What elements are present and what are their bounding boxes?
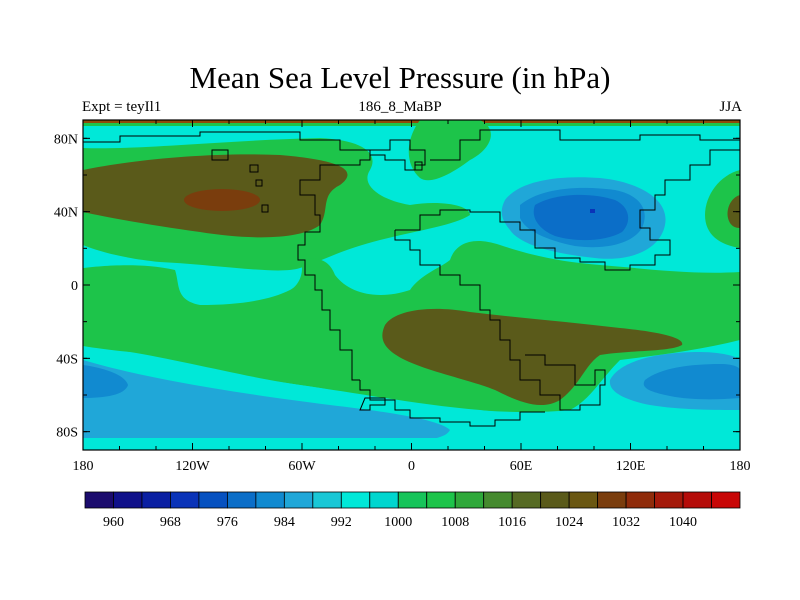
- colorbar-swatch: [654, 491, 684, 509]
- lat-label: 40N: [54, 206, 78, 221]
- colorbar-label: 1008: [441, 515, 469, 530]
- east-edge-green: [705, 170, 740, 248]
- north-high-core: [184, 189, 260, 211]
- colorbar-swatch: [84, 491, 114, 509]
- colorbar-label: 976: [217, 515, 238, 530]
- colorbar-swatch: [483, 491, 513, 509]
- lon-label: 0: [408, 459, 415, 474]
- map-title: Mean Sea Level Pressure (in hPa): [189, 60, 611, 95]
- colorbar-swatch: [369, 491, 399, 509]
- season-label: JJA: [719, 99, 742, 115]
- lon-label: 120E: [616, 459, 646, 474]
- colorbar-swatch: [711, 491, 741, 509]
- south-low-west-inner: [83, 365, 128, 398]
- eastern-low-inner: [533, 194, 629, 241]
- colorbar-swatch: [198, 491, 228, 509]
- coast-north-america: [83, 131, 371, 381]
- lon-label: 60W: [288, 459, 316, 474]
- colorbar-label: 968: [160, 515, 181, 530]
- colorbar-swatch: [283, 491, 314, 509]
- coastlines: [83, 129, 740, 427]
- colorbar-swatch: [226, 491, 257, 509]
- colorbar-swatch: [113, 491, 143, 509]
- colorbar-label: 960: [103, 515, 124, 530]
- axes: 80N 40N 0 40S 80S 180 120W 60W 0 60E 120E 180: [54, 120, 751, 474]
- colorbar-swatch: [141, 491, 171, 509]
- coast-southern-landmass: [359, 380, 545, 427]
- coast-eurasia: [430, 129, 740, 161]
- colorbar-label: 1024: [555, 515, 583, 530]
- lon-label: 180: [73, 459, 94, 474]
- south-high-olive: [382, 308, 683, 406]
- colorbar-label: 1000: [384, 515, 412, 530]
- lon-label: 60E: [510, 459, 533, 474]
- lat-label: 80S: [56, 426, 78, 441]
- colorbar-swatch: [426, 491, 456, 509]
- colorbar-label: 1040: [669, 515, 697, 530]
- coast-south-continent: [394, 230, 606, 411]
- colorbar-label: 1032: [612, 515, 640, 530]
- coast-south-island: [359, 397, 386, 411]
- lat-label: 0: [71, 279, 78, 294]
- south-low-west-mid: [83, 360, 450, 441]
- colorbar-swatch: [625, 491, 655, 509]
- colorbar-swatch: [312, 491, 342, 509]
- colorbar-swatch: [340, 491, 371, 509]
- colorbar-label: 992: [331, 515, 352, 530]
- north-east-green: [408, 120, 491, 181]
- colorbar-swatch: [170, 491, 200, 509]
- colorbar-swatch: [397, 491, 428, 509]
- colorbar-swatch: [454, 491, 485, 509]
- period-label: 186_8_MaBP: [358, 99, 442, 115]
- lat-label: 80N: [54, 132, 78, 147]
- coast-small-islands: [211, 149, 423, 213]
- colorbar-swatch: [568, 491, 599, 509]
- coast-east-continent: [395, 149, 740, 271]
- colorbar: 960 968 976 984 992 1000 1008 1016 1024 1032 1040: [84, 491, 741, 530]
- colorbar-label: 1016: [498, 515, 526, 530]
- lon-label: 120W: [175, 459, 210, 474]
- eastern-low-core: [590, 209, 595, 213]
- lon-label: 180: [730, 459, 751, 474]
- colorbar-label: 984: [274, 515, 295, 530]
- experiment-label: Expt = teyIl1: [82, 99, 162, 115]
- colorbar-swatch: [597, 491, 627, 509]
- colorbar-swatch: [511, 491, 542, 509]
- coast-greenland: [370, 139, 426, 171]
- south-low-east-inner: [643, 364, 740, 400]
- colorbar-swatch: [682, 491, 712, 509]
- colorbar-swatch: [255, 491, 285, 509]
- lat-label: 40S: [56, 352, 78, 367]
- colorbar-swatch: [540, 491, 570, 509]
